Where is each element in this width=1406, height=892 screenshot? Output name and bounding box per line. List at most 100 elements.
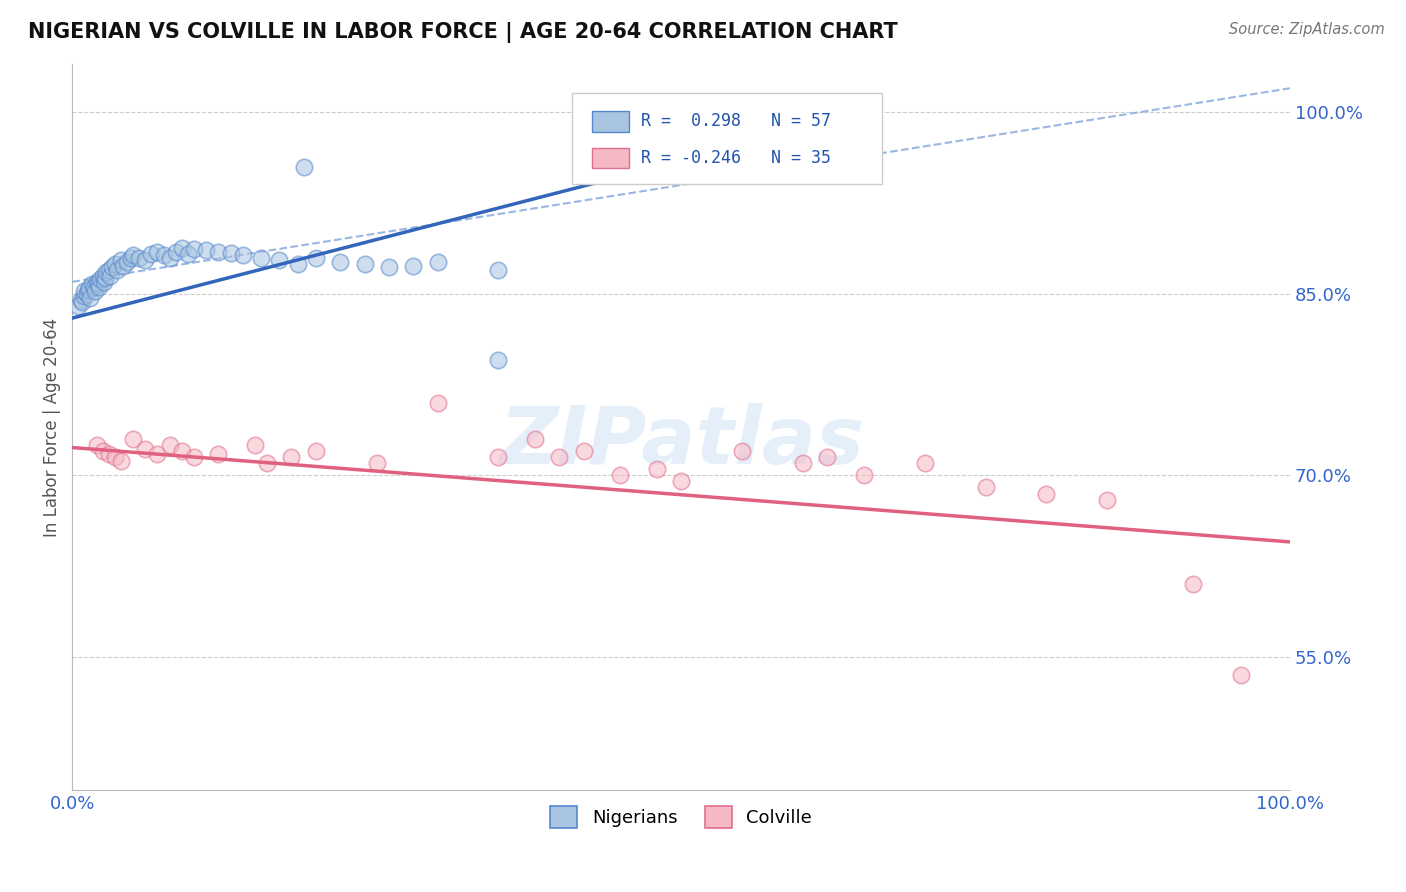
Point <box>815 450 838 465</box>
Point <box>110 253 132 268</box>
Point <box>122 248 145 262</box>
Point <box>287 257 309 271</box>
Point <box>353 257 375 271</box>
Point <box>91 444 114 458</box>
Point <box>609 468 631 483</box>
Point <box>207 447 229 461</box>
Point <box>104 450 127 465</box>
Point <box>232 248 254 262</box>
Point <box>183 242 205 256</box>
Y-axis label: In Labor Force | Age 20-64: In Labor Force | Age 20-64 <box>44 318 60 537</box>
Point <box>77 283 100 297</box>
Point <box>256 456 278 470</box>
Point <box>426 255 449 269</box>
Point <box>122 432 145 446</box>
Point <box>86 275 108 289</box>
Text: Source: ZipAtlas.com: Source: ZipAtlas.com <box>1229 22 1385 37</box>
Point <box>70 295 93 310</box>
Point <box>524 432 547 446</box>
Text: R =  0.298   N = 57: R = 0.298 N = 57 <box>641 112 831 130</box>
Point <box>1035 486 1057 500</box>
Point <box>73 285 96 299</box>
Point <box>1097 492 1119 507</box>
Point <box>96 265 118 279</box>
Point <box>243 438 266 452</box>
Point <box>402 259 425 273</box>
Point <box>165 244 187 259</box>
Point <box>94 271 117 285</box>
Point <box>366 456 388 470</box>
Point <box>378 260 401 275</box>
Point <box>792 456 814 470</box>
Point <box>86 438 108 452</box>
Point <box>77 281 100 295</box>
Point <box>219 245 242 260</box>
Point <box>572 444 595 458</box>
Point <box>207 244 229 259</box>
Point <box>250 251 273 265</box>
Point <box>183 450 205 465</box>
Point <box>79 291 101 305</box>
Point <box>87 277 110 292</box>
Point <box>89 272 111 286</box>
Point <box>305 444 328 458</box>
Point <box>76 287 98 301</box>
Point <box>1181 577 1204 591</box>
Point <box>488 353 510 368</box>
Point <box>914 456 936 470</box>
Point <box>488 262 510 277</box>
Bar <box>592 147 628 168</box>
Point <box>852 468 875 483</box>
Point <box>97 447 120 461</box>
Point <box>134 442 156 456</box>
Legend: Nigerians, Colville: Nigerians, Colville <box>543 799 820 835</box>
Point <box>73 289 96 303</box>
Point <box>112 259 135 273</box>
Point <box>105 262 128 277</box>
Point <box>110 454 132 468</box>
Point <box>731 444 754 458</box>
Point <box>195 244 218 258</box>
Point <box>87 279 110 293</box>
Point <box>731 153 754 168</box>
Point <box>177 247 200 261</box>
Point <box>426 396 449 410</box>
Point <box>67 299 90 313</box>
Point <box>98 268 121 283</box>
Bar <box>592 112 628 131</box>
Point <box>146 447 169 461</box>
Point <box>305 251 328 265</box>
Point <box>104 257 127 271</box>
Point <box>80 277 103 292</box>
Text: R = -0.246   N = 35: R = -0.246 N = 35 <box>641 149 831 167</box>
Point <box>120 251 142 265</box>
Point <box>84 285 107 299</box>
Point <box>159 251 181 265</box>
Point <box>669 475 692 489</box>
Point <box>974 480 997 494</box>
Point <box>170 241 193 255</box>
Point <box>128 251 150 265</box>
Point <box>170 444 193 458</box>
Point <box>93 275 115 289</box>
Point <box>91 268 114 283</box>
Point <box>488 450 510 465</box>
Point <box>159 438 181 452</box>
Point <box>292 160 315 174</box>
Point <box>1230 668 1253 682</box>
Point <box>97 262 120 277</box>
Point <box>329 255 352 269</box>
Point <box>83 279 105 293</box>
Text: ZIPatlas: ZIPatlas <box>499 402 863 481</box>
Point <box>69 293 91 307</box>
Point <box>141 247 163 261</box>
Point <box>645 462 668 476</box>
Point <box>101 260 124 275</box>
Point <box>548 450 571 465</box>
Text: NIGERIAN VS COLVILLE IN LABOR FORCE | AGE 20-64 CORRELATION CHART: NIGERIAN VS COLVILLE IN LABOR FORCE | AG… <box>28 22 898 44</box>
Point <box>134 253 156 268</box>
Point <box>146 244 169 259</box>
Point <box>115 255 138 269</box>
Point <box>280 450 302 465</box>
FancyBboxPatch shape <box>571 93 882 184</box>
